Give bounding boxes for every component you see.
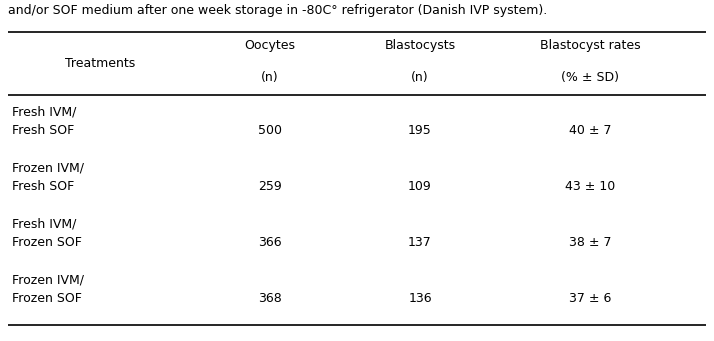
Text: Oocytes: Oocytes bbox=[244, 40, 296, 53]
Text: and/or SOF medium after one week storage in -80C° refrigerator (Danish IVP syste: and/or SOF medium after one week storage… bbox=[8, 4, 547, 17]
Text: 109: 109 bbox=[408, 180, 432, 193]
Text: (n): (n) bbox=[411, 72, 429, 85]
Text: 43 ± 10: 43 ± 10 bbox=[565, 180, 615, 193]
Text: 500: 500 bbox=[258, 124, 282, 137]
Text: 366: 366 bbox=[258, 237, 282, 250]
Text: Frozen SOF: Frozen SOF bbox=[12, 292, 82, 305]
Text: 259: 259 bbox=[258, 180, 282, 193]
Text: Frozen IVM/: Frozen IVM/ bbox=[12, 273, 84, 286]
Text: 40 ± 7: 40 ± 7 bbox=[569, 124, 611, 137]
Text: Frozen IVM/: Frozen IVM/ bbox=[12, 162, 84, 175]
Text: 137: 137 bbox=[408, 237, 432, 250]
Text: Fresh IVM/: Fresh IVM/ bbox=[12, 105, 76, 119]
Text: 136: 136 bbox=[408, 293, 432, 306]
Text: Blastocyst rates: Blastocyst rates bbox=[540, 40, 640, 53]
Text: (% ± SD): (% ± SD) bbox=[561, 72, 619, 85]
Text: Frozen SOF: Frozen SOF bbox=[12, 236, 82, 249]
Text: 195: 195 bbox=[408, 124, 432, 137]
Text: 37 ± 6: 37 ± 6 bbox=[569, 293, 611, 306]
Text: Treatments: Treatments bbox=[65, 57, 135, 70]
Text: (n): (n) bbox=[261, 72, 278, 85]
Text: 368: 368 bbox=[258, 293, 282, 306]
Text: Fresh IVM/: Fresh IVM/ bbox=[12, 218, 76, 231]
Text: Fresh SOF: Fresh SOF bbox=[12, 179, 74, 193]
Text: Blastocysts: Blastocysts bbox=[384, 40, 456, 53]
Text: Fresh SOF: Fresh SOF bbox=[12, 123, 74, 136]
Text: 38 ± 7: 38 ± 7 bbox=[569, 237, 611, 250]
